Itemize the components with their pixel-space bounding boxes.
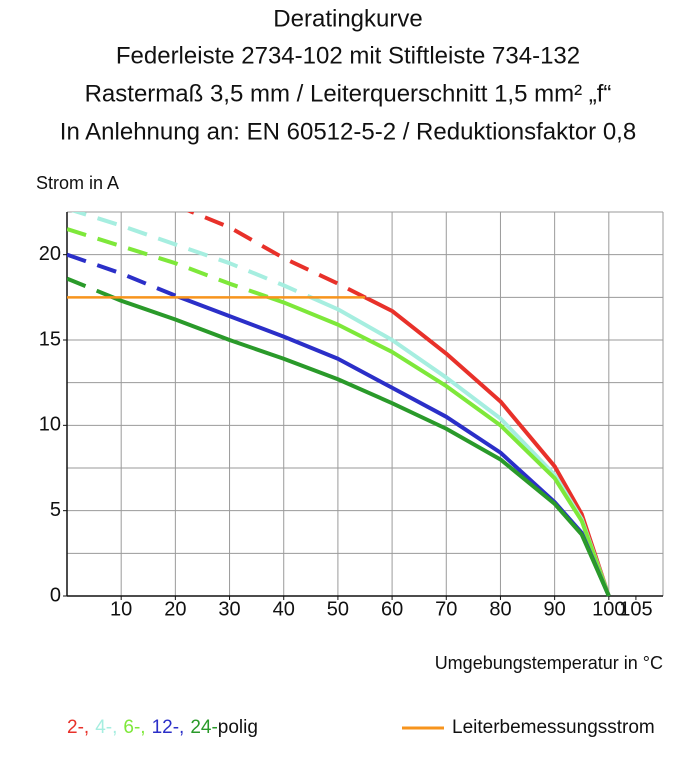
series-line	[360, 297, 611, 597]
chart-subtitle: Rastermaß 3,5 mm / Leiterquerschnitt 1,5…	[85, 80, 612, 107]
x-tick-label: 80	[489, 598, 511, 620]
series-line	[262, 297, 611, 597]
y-tick-label: 15	[39, 328, 61, 350]
legend-entry: Leiterbemessungsstrom	[452, 717, 655, 738]
x-tick-label: 30	[218, 598, 240, 620]
legend-suffix: polig	[218, 717, 258, 738]
legend-entry: 24-	[190, 717, 217, 738]
x-axis-label: Umgebungstemperatur in °C	[435, 653, 663, 673]
chart-subtitle: Federleiste 2734-102 mit Stiftleiste 734…	[116, 42, 580, 69]
chart-subtitle: In Anlehnung an: EN 60512-5-2 / Reduktio…	[60, 118, 636, 145]
legend-entry: 12-,	[152, 717, 185, 738]
y-tick-label: 0	[50, 584, 61, 606]
series-line-dashed	[67, 227, 276, 298]
x-tick-label: 20	[164, 598, 186, 620]
series-line-dashed	[71, 212, 316, 298]
x-tick-label: 100	[592, 598, 625, 620]
x-tick-label: 70	[435, 598, 457, 620]
chart-title: Deratingkurve	[273, 5, 422, 32]
y-tick-label: 10	[39, 414, 61, 436]
legend-entry: 6-,	[123, 717, 145, 738]
x-tick-label: 105	[619, 598, 652, 620]
x-tick-label: 60	[381, 598, 403, 620]
series-line-dashed	[67, 252, 186, 298]
y-axis-label: Strom in A	[36, 173, 119, 193]
y-tick-label: 5	[50, 499, 61, 521]
series-line	[107, 297, 611, 597]
x-tick-label: 90	[544, 598, 566, 620]
y-tick-label: 20	[39, 243, 61, 265]
x-tick-label: 10	[110, 598, 132, 620]
legend-entry: 2-,	[67, 717, 89, 738]
legend-entry: 4-,	[95, 717, 117, 738]
x-tick-label: 40	[273, 598, 295, 620]
x-tick-label: 50	[327, 598, 349, 620]
legend: 2-, 4-, 6-, 12-, 24-polig	[67, 717, 258, 738]
